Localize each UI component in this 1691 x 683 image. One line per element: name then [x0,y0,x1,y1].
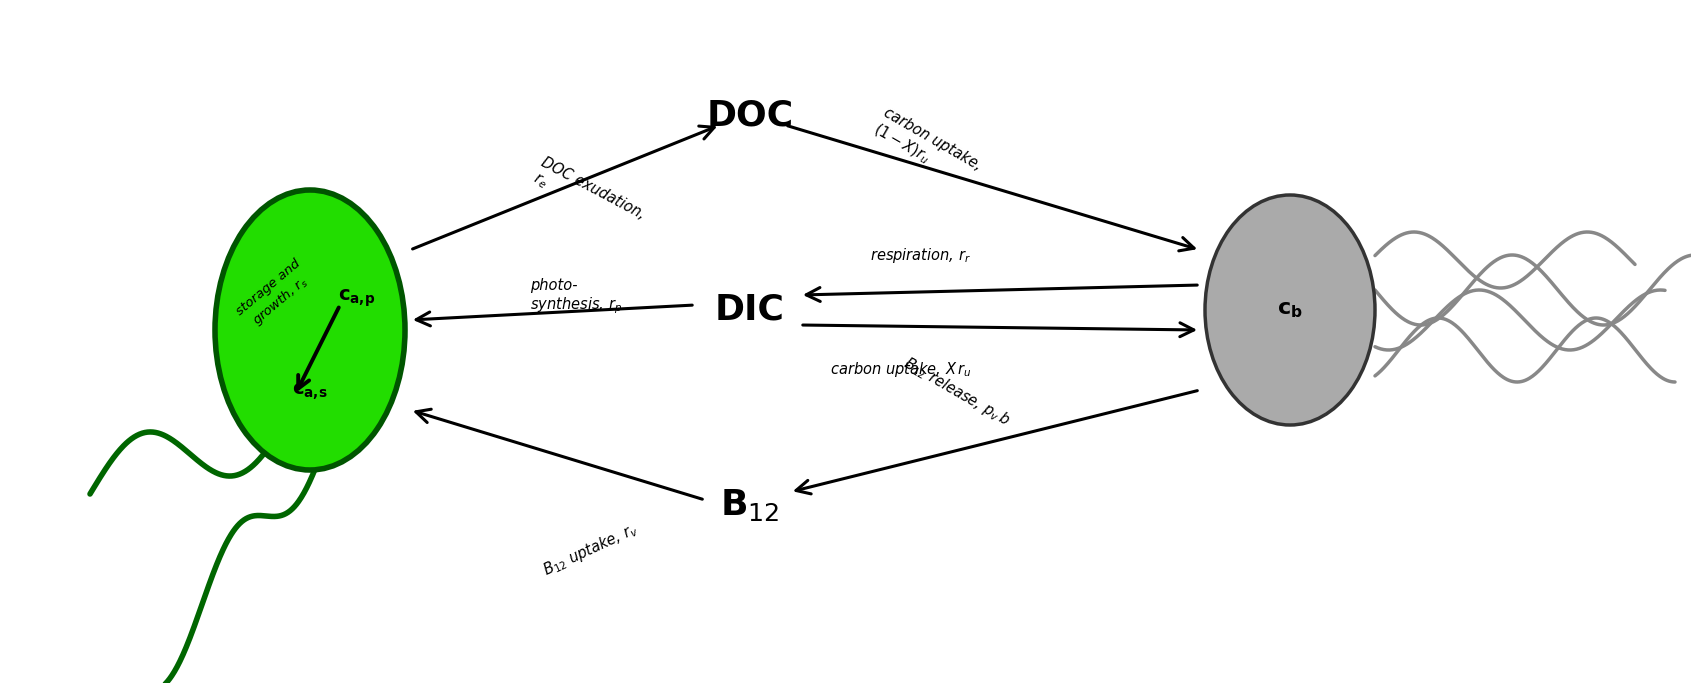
Ellipse shape [215,190,406,470]
Text: $B_{12}$ uptake, $r_v$: $B_{12}$ uptake, $r_v$ [539,520,641,581]
Ellipse shape [1206,195,1375,425]
Text: $\mathbf{c_{a,\!p}}$: $\mathbf{c_{a,\!p}}$ [338,288,375,309]
Text: carbon uptake, $X\, r_u$: carbon uptake, $X\, r_u$ [830,360,972,379]
Text: carbon uptake,
$(1-X)r_u$: carbon uptake, $(1-X)r_u$ [869,105,984,191]
Text: DOC: DOC [707,98,793,132]
Text: $\mathbf{c_b}$: $\mathbf{c_b}$ [1277,300,1302,320]
Text: B$_{12}$: B$_{12}$ [720,487,780,523]
Text: respiration, $r_r$: respiration, $r_r$ [869,246,971,265]
Text: $B_{12}$ release, $p_v\, b$: $B_{12}$ release, $p_v\, b$ [900,354,1013,430]
Text: $\mathbf{c_{a,\!s}}$: $\mathbf{c_{a,\!s}}$ [293,382,328,402]
Text: DOC exudation,
$r_e$: DOC exudation, $r_e$ [529,155,648,239]
Text: storage and
growth, $r_s$: storage and growth, $r_s$ [233,257,316,333]
Text: DIC: DIC [715,293,785,327]
Text: photo-
synthesis, $r_p$: photo- synthesis, $r_p$ [529,278,622,316]
